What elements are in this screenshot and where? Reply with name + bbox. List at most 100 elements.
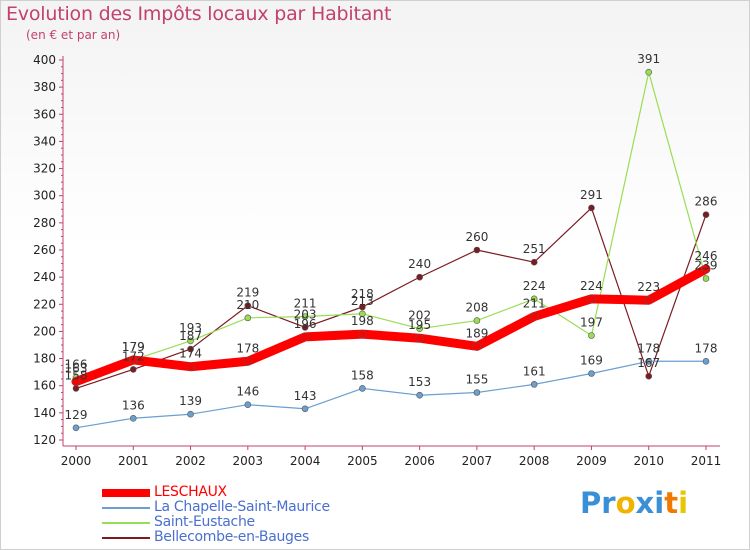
data-label-bellecombe: 260 bbox=[465, 230, 488, 244]
data-label-bellecombe: 172 bbox=[122, 349, 145, 363]
y-tick-label: 360 bbox=[33, 107, 56, 121]
data-point-leschaux bbox=[186, 362, 195, 372]
data-label-bellecombe: 218 bbox=[351, 287, 374, 301]
x-tick-label: 2009 bbox=[576, 454, 607, 468]
data-label-la-chapelle: 136 bbox=[122, 398, 145, 412]
x-tick-label: 2000 bbox=[61, 454, 92, 468]
data-label-leschaux: 174 bbox=[179, 347, 202, 361]
data-point-la-chapelle bbox=[473, 389, 481, 396]
x-tick-label: 2006 bbox=[404, 454, 435, 468]
data-point-saint-eustache bbox=[473, 317, 481, 324]
x-tick-label: 2007 bbox=[462, 454, 493, 468]
y-tick-label: 160 bbox=[33, 379, 56, 393]
logo-letter: i bbox=[678, 486, 689, 520]
data-label-bellecombe: 203 bbox=[294, 307, 317, 321]
data-label-la-chapelle: 161 bbox=[523, 364, 546, 378]
x-tick-label: 2010 bbox=[633, 454, 664, 468]
data-point-la-chapelle bbox=[72, 424, 80, 432]
data-label-saint-eustache: 179 bbox=[122, 340, 145, 354]
data-point-leschaux bbox=[587, 294, 596, 304]
data-label-bellecombe: 291 bbox=[580, 188, 603, 202]
data-label-saint-eustache: 197 bbox=[580, 316, 603, 330]
data-label-la-chapelle: 155 bbox=[465, 373, 488, 387]
data-point-saint-eustache bbox=[416, 325, 423, 333]
data-label-bellecombe: 187 bbox=[179, 329, 202, 343]
legend-swatch bbox=[102, 537, 150, 539]
data-point-bellecombe bbox=[187, 345, 194, 353]
y-tick-label: 280 bbox=[33, 216, 56, 230]
data-label-la-chapelle: 178 bbox=[695, 341, 718, 355]
x-tick-label: 2004 bbox=[290, 454, 321, 468]
data-point-saint-eustache bbox=[702, 275, 710, 282]
logo-letter: P bbox=[580, 486, 602, 520]
y-tick-label: 140 bbox=[33, 406, 56, 420]
data-label-saint-eustache: 210 bbox=[236, 298, 259, 312]
logo-letter: x bbox=[635, 486, 655, 520]
data-point-saint-eustache bbox=[359, 310, 366, 318]
data-point-saint-eustache bbox=[530, 295, 538, 303]
legend-label: LESCHAUX bbox=[154, 484, 227, 500]
data-label-saint-eustache: 224 bbox=[523, 279, 546, 293]
data-point-bellecombe bbox=[301, 324, 309, 331]
y-tick-label: 380 bbox=[33, 80, 56, 94]
legend-label: Saint-Eustache bbox=[154, 514, 255, 530]
data-point-leschaux bbox=[128, 355, 138, 365]
data-label-bellecombe: 158 bbox=[65, 368, 88, 382]
data-point-la-chapelle bbox=[702, 357, 710, 365]
data-label-leschaux: 211 bbox=[523, 297, 546, 311]
legend-swatch bbox=[102, 489, 150, 497]
data-label-saint-eustache: 193 bbox=[179, 321, 202, 335]
data-point-leschaux bbox=[644, 295, 654, 305]
data-point-bellecombe bbox=[702, 211, 710, 219]
data-point-bellecombe bbox=[530, 258, 538, 266]
logo-letter: t bbox=[664, 486, 679, 520]
y-tick-label: 400 bbox=[33, 53, 56, 67]
proxiti-logo: Proxiti bbox=[580, 486, 688, 520]
data-label-la-chapelle: 178 bbox=[637, 341, 660, 355]
data-label-leschaux: 163 bbox=[65, 362, 88, 376]
data-label-saint-eustache: 208 bbox=[465, 301, 488, 315]
data-label-saint-eustache: 166 bbox=[65, 358, 88, 372]
y-tick-label: 240 bbox=[33, 270, 56, 284]
x-tick-label: 2011 bbox=[691, 454, 722, 468]
data-point-leschaux bbox=[71, 377, 81, 386]
data-point-saint-eustache bbox=[588, 332, 595, 339]
data-label-la-chapelle: 158 bbox=[351, 368, 374, 382]
line-chart: 120 140 160 180 200 220 240 260 280 300 320 340 360 3… bbox=[33, 52, 722, 468]
data-label-la-chapelle: 139 bbox=[179, 394, 202, 408]
data-point-bellecombe bbox=[244, 302, 252, 309]
series-line-bellecombe bbox=[75, 207, 707, 390]
y-tick-label: 340 bbox=[33, 134, 56, 148]
data-label-leschaux: 198 bbox=[351, 314, 374, 328]
x-tick-label: 2002 bbox=[175, 454, 206, 468]
data-point-la-chapelle bbox=[244, 401, 252, 409]
data-label-saint-eustache: 239 bbox=[695, 259, 718, 273]
data-point-saint-eustache bbox=[244, 314, 252, 322]
logo-letter: i bbox=[654, 486, 665, 520]
data-point-bellecombe bbox=[129, 366, 137, 373]
data-point-leschaux bbox=[243, 356, 253, 366]
x-tick-label: 2005 bbox=[347, 454, 378, 468]
data-point-saint-eustache bbox=[645, 68, 653, 76]
data-label-leschaux: 223 bbox=[637, 280, 660, 294]
data-point-leschaux bbox=[300, 332, 310, 342]
data-point-leschaux bbox=[358, 329, 367, 339]
data-point-la-chapelle bbox=[129, 414, 137, 422]
logo-letter: o bbox=[615, 486, 636, 520]
legend-label: Bellecombe-en-Bauges bbox=[154, 529, 309, 545]
data-point-bellecombe bbox=[645, 372, 653, 380]
data-label-bellecombe: 240 bbox=[408, 257, 431, 271]
data-point-la-chapelle bbox=[301, 405, 309, 413]
data-point-bellecombe bbox=[473, 246, 481, 254]
data-point-la-chapelle bbox=[588, 370, 595, 377]
data-label-saint-eustache: 202 bbox=[408, 309, 431, 323]
data-label-leschaux: 179 bbox=[122, 340, 145, 354]
x-tick-label: 2003 bbox=[233, 454, 264, 468]
x-tick-label: 2001 bbox=[118, 454, 149, 468]
data-label-saint-eustache: 211 bbox=[294, 297, 317, 311]
y-tick-label: 260 bbox=[33, 243, 56, 257]
data-point-leschaux bbox=[701, 264, 711, 274]
data-label-la-chapelle: 146 bbox=[236, 385, 259, 399]
data-label-la-chapelle: 143 bbox=[294, 389, 317, 403]
data-label-bellecombe: 251 bbox=[523, 242, 546, 256]
